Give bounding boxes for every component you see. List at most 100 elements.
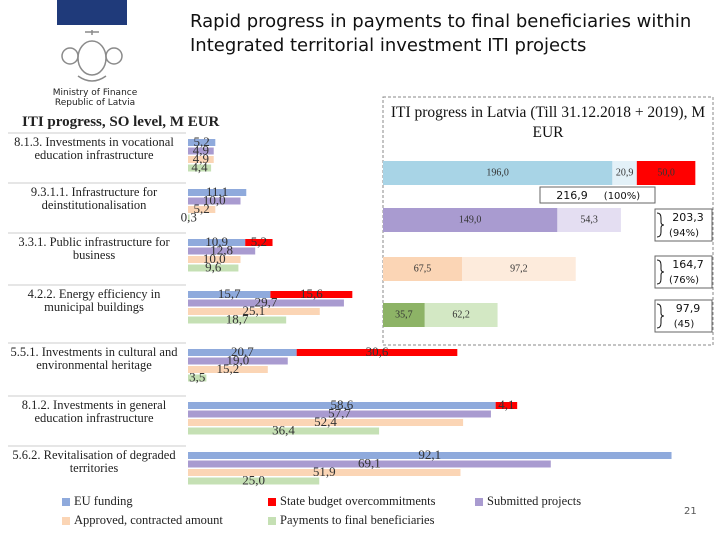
share-label: (45) <box>674 319 695 330</box>
value-label: 3,5 <box>189 369 205 384</box>
bar <box>188 357 288 365</box>
bar <box>188 460 551 468</box>
legend-swatch <box>62 498 70 506</box>
bar <box>188 419 464 426</box>
category-label: 9.3.1.1. Infrastructure for deinstitutio… <box>30 185 158 212</box>
legend-swatch <box>268 517 276 525</box>
bar <box>188 247 256 255</box>
bar-segment <box>636 161 696 185</box>
value-label: 4,1 <box>498 397 514 412</box>
bar-segment <box>424 303 498 327</box>
bar <box>188 206 216 213</box>
share-label: (94%) <box>669 228 699 239</box>
value-label: 36,4 <box>272 422 295 437</box>
value-label: 5,2 <box>194 134 210 149</box>
bar <box>188 239 246 246</box>
value-label: 4,9 <box>193 151 209 166</box>
bar <box>188 366 268 373</box>
bar <box>188 349 297 356</box>
bar <box>188 374 207 382</box>
brace <box>656 303 665 329</box>
total-box <box>654 255 713 289</box>
bar <box>495 402 518 409</box>
bar <box>188 139 216 146</box>
value-label: 5,2 <box>194 201 210 216</box>
bar-segment <box>612 161 637 185</box>
value-label: 19,0 <box>227 352 250 367</box>
left-chart-title: ITI progress, SO level, M EUR <box>22 114 220 130</box>
legend-label: Approved, contracted amount <box>74 513 223 527</box>
value-label: 10,9 <box>205 234 228 249</box>
value-label: 4,9 <box>193 142 209 157</box>
bar-segment <box>557 208 621 232</box>
bar <box>188 477 320 485</box>
value-label: 92,1 <box>418 447 441 462</box>
value-label: 15,2 <box>217 361 240 376</box>
bar <box>188 410 491 418</box>
ministry: Ministry of Finance Republic of Latvia <box>40 88 150 108</box>
value-label: 15,7 <box>218 286 241 301</box>
bar-segment <box>461 257 576 281</box>
value-label: 10,0 <box>203 192 226 207</box>
total-label: 203,3 <box>672 211 704 224</box>
brace <box>656 212 665 238</box>
value-label: 15,6 <box>300 286 323 301</box>
category-label: 4.2.2. Energy efficiency in municipal bu… <box>27 287 161 314</box>
total-box <box>654 208 713 242</box>
legend-label: State budget overcommitments <box>280 494 436 508</box>
total-label: 97,9 <box>676 302 701 315</box>
value-label: 69,1 <box>358 455 381 470</box>
bar-segment <box>383 208 558 232</box>
bar <box>296 349 458 356</box>
value-label: 52,4 <box>314 414 337 429</box>
total-label: 216,9 <box>556 189 588 202</box>
bar <box>188 189 247 196</box>
slide-title: Rapid progress in payments to final bene… <box>190 11 692 56</box>
value-label: 51,9 <box>313 464 336 479</box>
value-label: 196,0 <box>486 167 509 178</box>
page-number: 21 <box>684 506 697 517</box>
value-label: 9,6 <box>205 259 222 274</box>
legend-label: Payments to final beneficiaries <box>280 513 435 527</box>
category-label: 5.6.2. Revitalisation of degraded territ… <box>12 448 176 475</box>
legend-label: Submitted projects <box>487 494 582 508</box>
bar <box>188 299 344 307</box>
share-label: (76%) <box>669 275 699 286</box>
emblem <box>61 30 123 82</box>
bar <box>188 264 239 272</box>
bar <box>188 164 212 172</box>
value-label: 97,2 <box>510 263 528 274</box>
value-label: 67,5 <box>414 263 432 274</box>
value-label: 12,8 <box>210 242 233 257</box>
value-label: 62,2 <box>452 309 470 320</box>
total-label: 164,7 <box>672 258 704 271</box>
bar-segment <box>383 257 462 281</box>
bar <box>188 214 190 222</box>
legend-swatch <box>268 498 276 506</box>
brace <box>656 259 665 285</box>
total-box <box>654 299 713 333</box>
value-label: 20,9 <box>616 167 634 178</box>
total-box <box>539 186 656 204</box>
value-label: 29,7 <box>255 294 278 309</box>
value-label: 30,6 <box>366 344 389 359</box>
right-chart-title: ITI progress in Latvia (Till 31.12.2018 … <box>390 104 706 141</box>
category-label: 8.1.3. Investments in vocational educati… <box>14 135 174 162</box>
value-label: 11,1 <box>206 184 228 199</box>
legend-swatch <box>475 498 483 506</box>
legend-label: EU funding <box>74 494 133 508</box>
bar <box>188 291 271 298</box>
category-label: 8.1.2. Investments in general education … <box>21 398 167 425</box>
bar-segment <box>383 303 425 327</box>
value-label: 0,3 <box>181 209 197 224</box>
value-label: 4,4 <box>191 159 208 174</box>
flag-block <box>57 0 127 25</box>
value-label: 18,7 <box>226 311 249 326</box>
category-label: 5.5.1. Investments in cultural and envir… <box>10 345 178 372</box>
value-label: 58,6 <box>330 397 353 412</box>
legend-swatch <box>62 517 70 525</box>
bar <box>188 402 496 409</box>
bar-segment <box>383 161 613 185</box>
